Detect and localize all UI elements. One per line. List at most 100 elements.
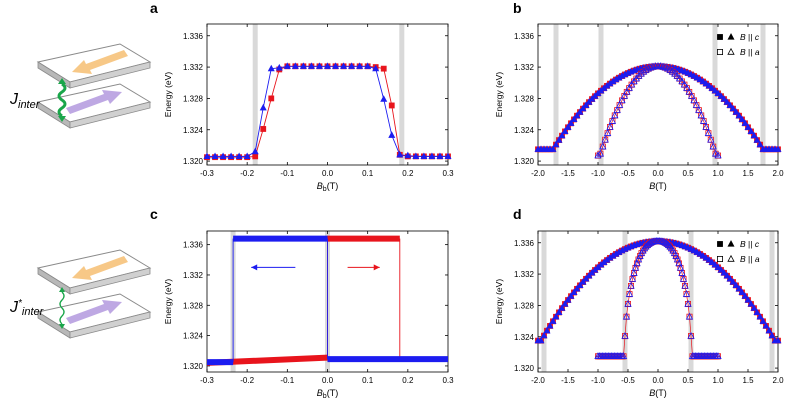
y-tick-label: 1.320 xyxy=(183,157,204,166)
data-point-triangle xyxy=(275,63,283,71)
data-point-triangle xyxy=(678,268,686,276)
data-point-triangle xyxy=(625,289,634,297)
data-point-triangle xyxy=(561,127,569,135)
panel-label-c: c xyxy=(150,206,158,222)
x-axis-label: B(T) xyxy=(649,181,667,191)
x-axis-label: Bb(T) xyxy=(317,181,338,193)
data-point-triangle xyxy=(647,63,655,71)
data-point-triangle xyxy=(243,152,251,159)
schematic-strong-coupling: Jinter xyxy=(9,43,152,129)
panel-label-a: a xyxy=(150,0,158,16)
data-point-triangle xyxy=(687,331,695,339)
data-point-triangle xyxy=(623,87,631,95)
data-point-triangle xyxy=(620,91,629,99)
y-tick-label: 1.328 xyxy=(183,94,204,103)
data-point-triangle xyxy=(283,62,291,69)
data-point-triangle xyxy=(744,296,752,303)
data-point-triangle xyxy=(695,106,703,113)
schematic-weak-coupling: J*inter xyxy=(9,249,152,339)
data-point-triangle xyxy=(675,74,684,82)
data-point-triangle xyxy=(704,129,713,136)
data-point-triangle xyxy=(732,108,740,115)
x-tick-label: -0.5 xyxy=(621,169,635,178)
data-point-triangle xyxy=(762,322,770,329)
y-tick-label: 1.332 xyxy=(183,271,204,280)
data-point-triangle xyxy=(631,263,640,271)
data-point-triangle xyxy=(235,152,243,159)
data-point-triangle xyxy=(555,136,563,143)
data-point-square xyxy=(717,255,724,262)
data-point-triangle xyxy=(692,101,701,108)
chart-panel-d: -2.0 -1.5 -1.0 -0.5 0.0 0.5 1.0 1.5 2.0 1.320 1.32… xyxy=(494,230,784,398)
data-point-square xyxy=(717,34,723,40)
data-point-triangle xyxy=(714,352,722,360)
data-point-triangle xyxy=(732,281,740,288)
data-point-triangle xyxy=(678,77,686,85)
x-tick-label: -0.2 xyxy=(240,169,254,178)
y-tick-label: 1.332 xyxy=(183,63,204,72)
shaded-band xyxy=(252,24,258,165)
x-tick-label: -1.5 xyxy=(561,169,575,178)
data-point-triangle xyxy=(676,263,685,271)
data-point-triangle xyxy=(259,103,267,111)
data-point-triangle xyxy=(608,116,617,124)
data-point-triangle xyxy=(774,336,782,344)
y-axis-label: Energy (eV) xyxy=(494,279,504,325)
y-tick-label: 1.336 xyxy=(183,32,204,41)
data-point-triangle xyxy=(576,281,584,288)
data-point-triangle xyxy=(356,62,364,69)
plot-frame xyxy=(206,23,449,166)
y-tick-label: 1.328 xyxy=(514,94,535,103)
data-point-triangle xyxy=(738,288,746,296)
data-point-triangle xyxy=(380,95,388,102)
data-point-triangle xyxy=(680,80,689,88)
y-tick-label: 1.328 xyxy=(514,301,535,310)
data-point-triangle xyxy=(537,336,545,344)
data-point-triangle xyxy=(717,266,725,273)
data-point-triangle xyxy=(738,115,746,123)
data-point-triangle xyxy=(709,142,717,150)
data-point-triangle xyxy=(613,106,621,113)
y-tick-label: 1.336 xyxy=(514,32,535,41)
schematic-label-jinter: Jinter xyxy=(9,91,41,111)
data-point-triangle xyxy=(640,244,649,252)
data-point-triangle xyxy=(601,135,609,143)
data-point-triangle xyxy=(642,65,650,73)
data-point-triangle xyxy=(582,101,590,108)
data-point-triangle xyxy=(720,95,728,102)
data-point-triangle xyxy=(340,62,348,69)
data-point-triangle xyxy=(630,268,638,276)
shaded-band xyxy=(541,231,547,372)
data-point-triangle xyxy=(723,98,731,105)
y-tick-label: 1.324 xyxy=(183,332,204,341)
data-point-triangle xyxy=(444,152,452,159)
data-point-triangle xyxy=(727,240,735,247)
orange-spin-arrow-icon xyxy=(72,50,128,74)
x-tick-label: 0.5 xyxy=(682,169,694,178)
data-point-triangle xyxy=(621,331,629,339)
data-point-triangle xyxy=(646,238,655,246)
data-point-triangle xyxy=(717,92,725,99)
chart-panel-c: -0.3 -0.2 -0.1 0.0 0.1 0.2 0.3 1.320 1.324 1.328 1… xyxy=(163,230,454,400)
data-point-triangle xyxy=(404,151,412,159)
x-axis-label: Bb(T) xyxy=(317,388,338,400)
x-tick-label: 0.1 xyxy=(362,169,374,178)
data-point-triangle xyxy=(549,317,557,324)
x-tick-label: -0.1 xyxy=(280,376,294,385)
data-point-triangle xyxy=(634,255,643,263)
data-point-triangle xyxy=(702,253,710,261)
data-point-triangle xyxy=(540,331,548,339)
data-point-triangle xyxy=(555,308,563,316)
chart-panel-a: -0.3 -0.2 -0.1 0.0 0.1 0.2 0.3 1.320 1.324 1.328 1… xyxy=(163,23,454,193)
data-point-triangle xyxy=(364,62,372,69)
x-tick-label: 0.0 xyxy=(322,376,334,385)
data-point-triangle xyxy=(768,331,776,339)
data-point-triangle xyxy=(687,91,696,99)
x-tick-label: 2.0 xyxy=(772,376,784,385)
data-point-triangle xyxy=(756,312,764,320)
data-point-triangle xyxy=(291,62,299,69)
data-point-triangle xyxy=(267,64,275,72)
data-point-triangle xyxy=(697,111,705,119)
legend-entry: B || c xyxy=(740,32,760,42)
data-point-triangle xyxy=(624,299,632,307)
